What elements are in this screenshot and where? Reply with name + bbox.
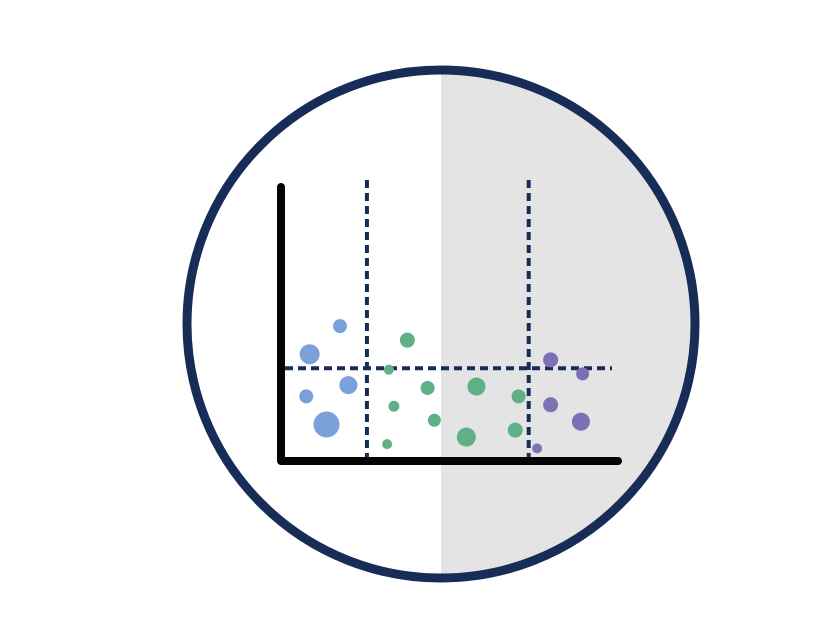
axes-lines [277,183,622,465]
purple-point-5 [532,443,543,454]
green-point-10 [507,422,523,438]
green-point-8 [511,389,526,404]
green-point-5 [427,413,441,427]
green-point-4 [388,400,400,412]
blue-point-2 [332,319,347,334]
blue-point-3 [299,389,314,404]
green-point-7 [467,377,486,396]
green-point-6 [382,439,393,450]
blue-point-5 [313,411,340,438]
purple-point-2 [576,367,590,381]
purple-point-4 [571,412,590,431]
outer-circle-ring [182,65,700,583]
purple-point-1 [543,352,559,368]
green-point-2 [383,364,394,375]
purple-point-3 [543,397,559,413]
green-point-1 [399,332,415,348]
blue-point-1 [299,344,320,365]
green-point-3 [420,380,435,395]
blue-point-4 [339,376,358,395]
green-point-9 [456,427,476,447]
